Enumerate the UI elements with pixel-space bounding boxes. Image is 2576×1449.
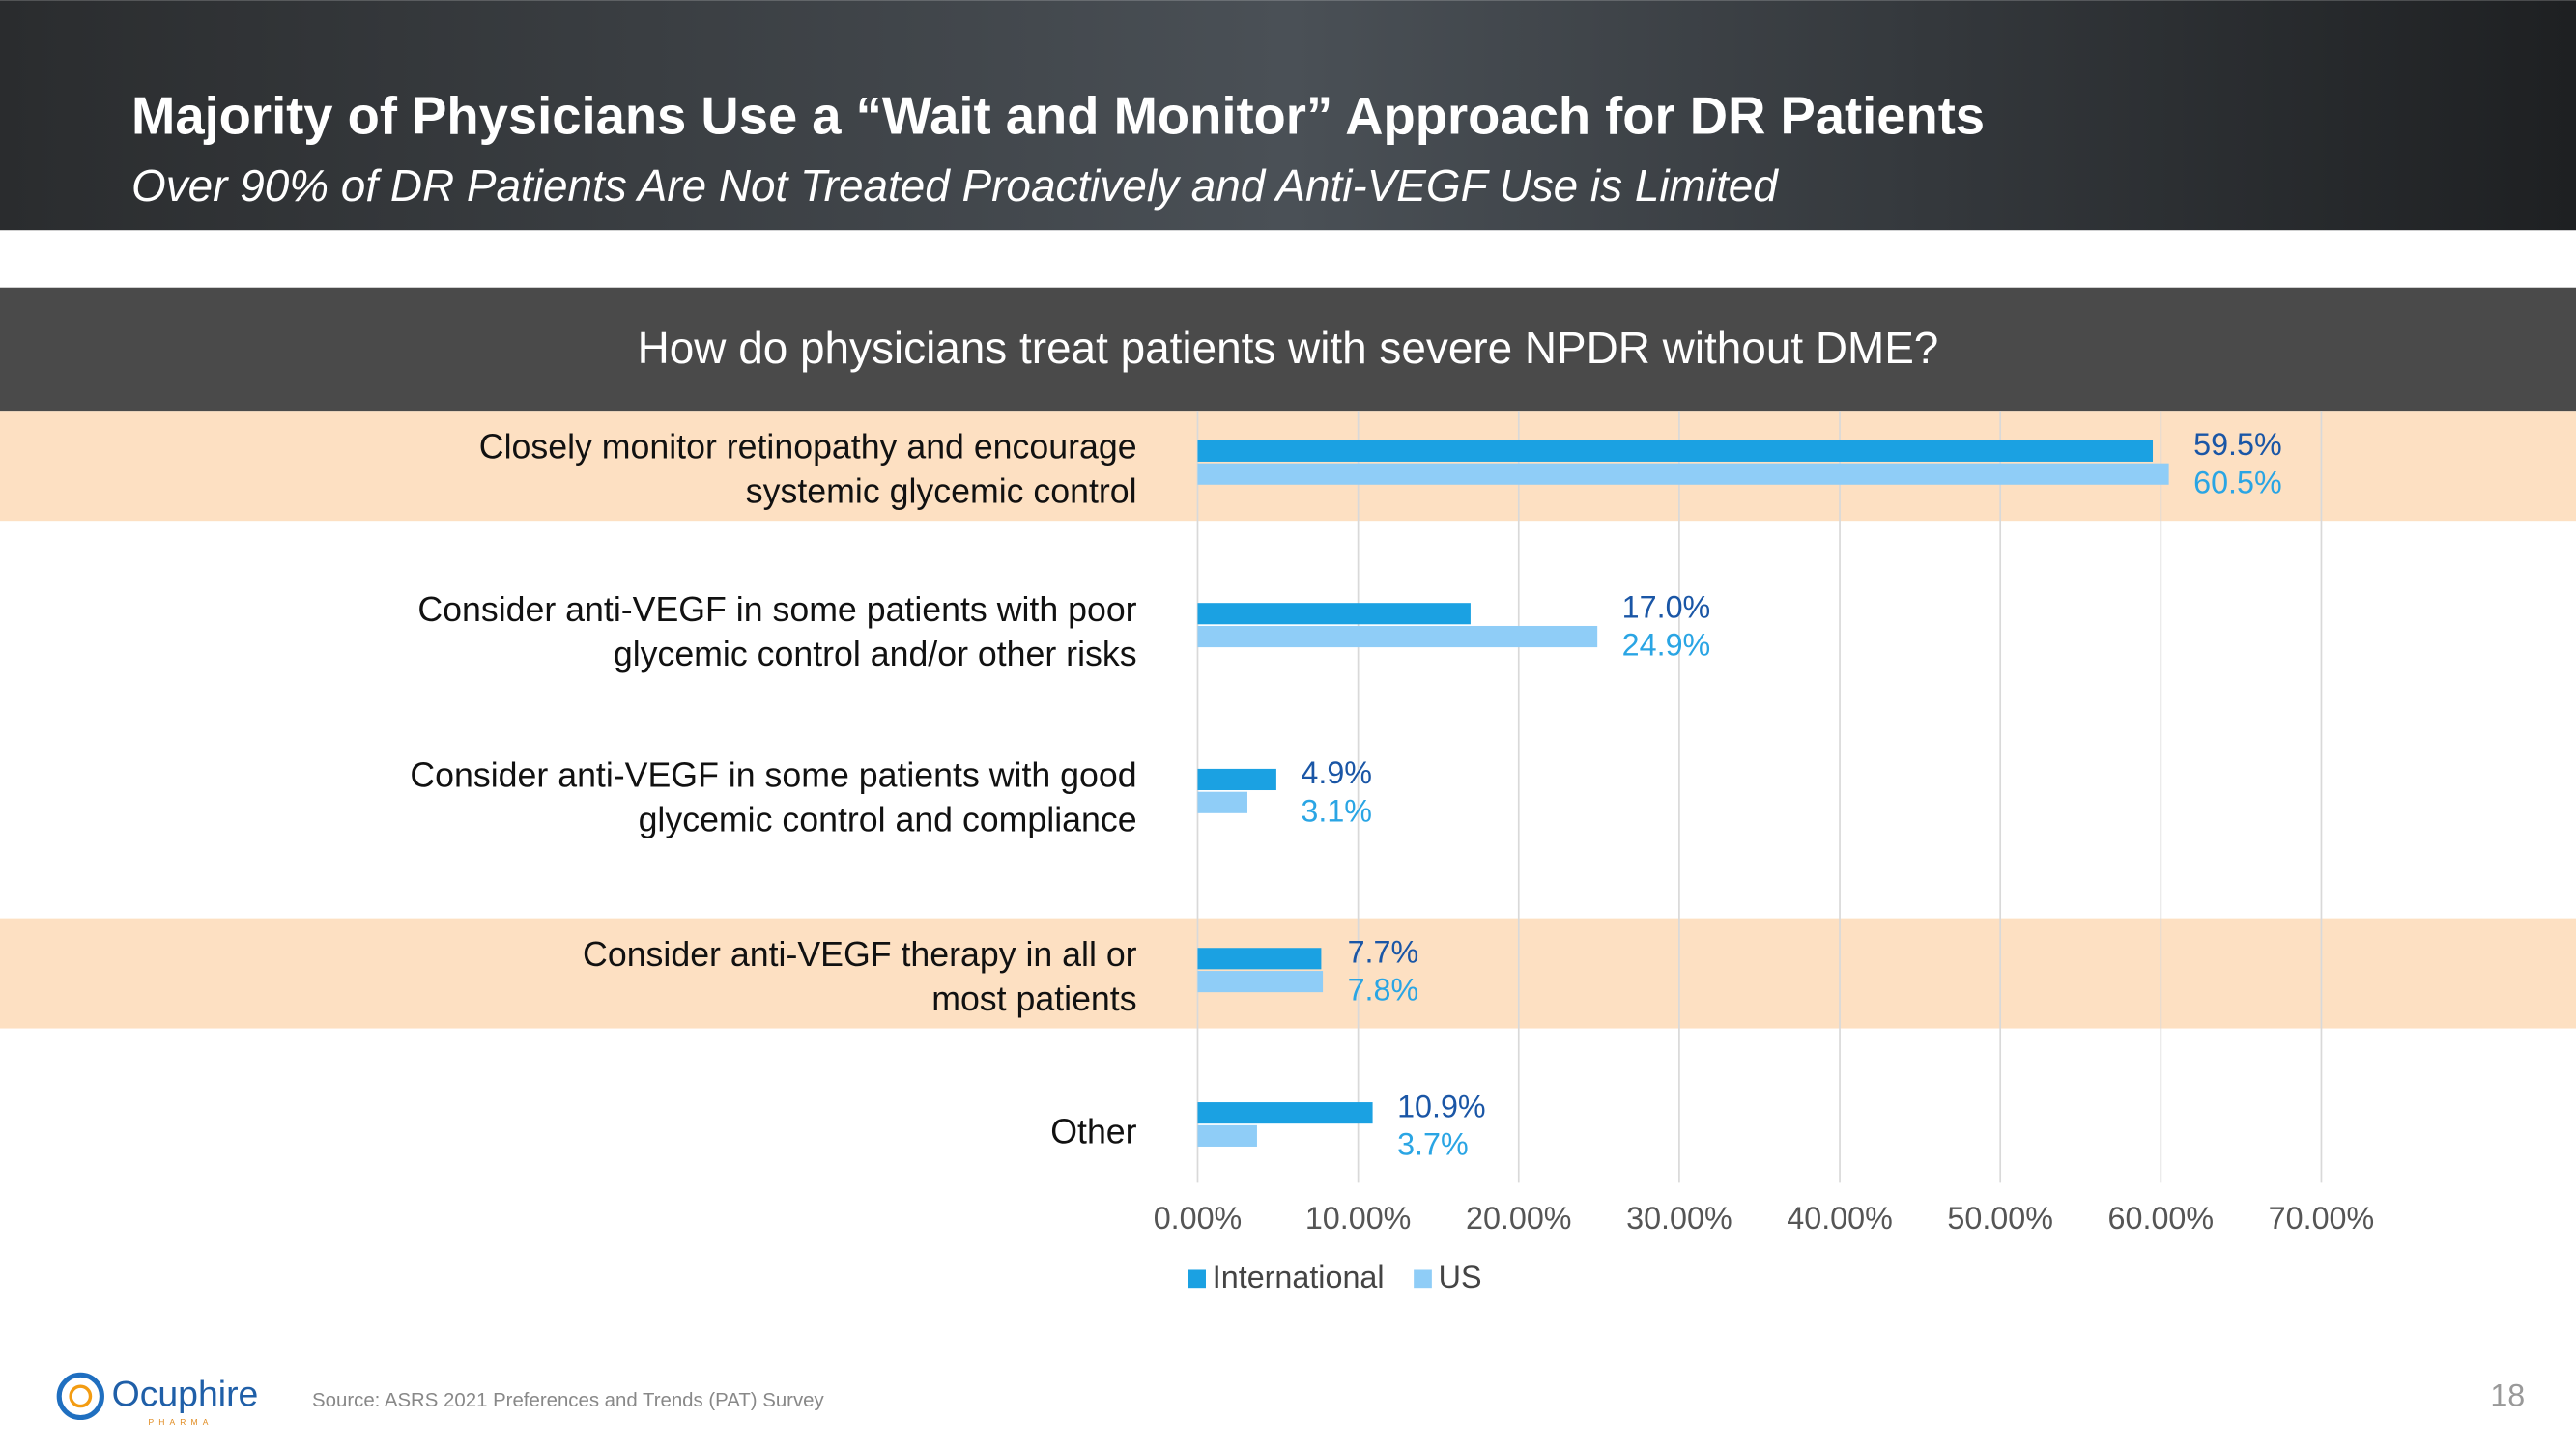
source-note: Source: ASRS 2021 Preferences and Trends…: [312, 1390, 824, 1411]
bar: [1197, 948, 1322, 970]
value-label: 17.0%: [1622, 590, 1711, 625]
slide-subtitle: Over 90% of DR Patients Are Not Treated …: [131, 160, 1779, 211]
bar: [1197, 603, 1471, 625]
x-tick-label: 30.00%: [1626, 1201, 1732, 1236]
bar: [1197, 440, 2154, 462]
category-label-box: Consider anti-VEGF in some patients with…: [364, 733, 1136, 865]
category-label: Other: [1050, 1113, 1137, 1151]
value-label: 7.7%: [1348, 935, 1419, 970]
value-label: 3.7%: [1397, 1126, 1469, 1161]
bar: [1197, 791, 1247, 813]
value-label: 4.9%: [1301, 755, 1372, 790]
value-label: 24.9%: [1622, 628, 1711, 663]
logo-subtext: PHARMA: [149, 1417, 214, 1427]
category-label: Closely monitor retinopathy and encourag…: [478, 428, 1137, 511]
x-tick-label: 20.00%: [1466, 1201, 1572, 1236]
page-number: 18: [2490, 1378, 2525, 1413]
category-label: Consider anti-VEGF in some patients with…: [410, 757, 1137, 840]
value-label: 60.5%: [2193, 465, 2282, 499]
category-label-wrap: Other: [364, 1066, 1136, 1198]
bar: [1197, 1124, 1257, 1147]
x-tick-label: 0.00%: [1154, 1201, 1243, 1236]
slide-title: Majority of Physicians Use a “Wait and M…: [131, 87, 1985, 146]
logo-text: Ocuphire: [112, 1373, 259, 1413]
x-tick-label: 40.00%: [1787, 1201, 1893, 1236]
legend-swatch: [1188, 1269, 1206, 1289]
category-label: Consider anti-VEGF therapy in all or mos…: [583, 936, 1137, 1019]
category-label-wrap: Consider anti-VEGF in some patients with…: [364, 567, 1136, 698]
logo-icon: [69, 1384, 93, 1408]
logo: Ocuphire PHARMA: [56, 1372, 259, 1427]
bar: [1197, 971, 1324, 993]
legend-label: International: [1213, 1260, 1385, 1294]
bar: [1197, 768, 1276, 791]
category-label-wrap: Consider anti-VEGF in some patients with…: [364, 733, 1136, 865]
value-label: 10.9%: [1397, 1089, 1486, 1123]
category-label-box: Closely monitor retinopathy and encourag…: [364, 404, 1137, 535]
category-label: Consider anti-VEGF in some patients with…: [417, 591, 1137, 674]
x-tick-label: 10.00%: [1305, 1201, 1412, 1236]
x-tick-label: 70.00%: [2269, 1201, 2375, 1236]
category-label-box: Other: [364, 1066, 1136, 1198]
logo-icon: [56, 1372, 104, 1421]
category-label-box: Consider anti-VEGF therapy in all or mos…: [545, 912, 1137, 1043]
question-band: [0, 287, 2576, 412]
category-label-box: Consider anti-VEGF in some patients with…: [364, 567, 1136, 698]
value-label: 7.8%: [1348, 973, 1419, 1008]
category-label-wrap: Consider anti-VEGF therapy in all or mos…: [545, 912, 1137, 1043]
bar: [1197, 1102, 1373, 1124]
chart-title: How do physicians treat patients with se…: [638, 323, 1939, 373]
category-label-wrap: Closely monitor retinopathy and encourag…: [364, 404, 1137, 535]
legend-label: US: [1439, 1260, 1482, 1294]
value-label: 3.1%: [1301, 793, 1372, 828]
x-tick-label: 50.00%: [1947, 1201, 2053, 1236]
header-background: [0, 0, 2576, 231]
bar: [1197, 463, 2169, 485]
bar: [1197, 625, 1598, 648]
value-label: 59.5%: [2193, 427, 2282, 462]
x-tick-label: 60.00%: [2108, 1201, 2215, 1236]
legend-swatch: [1414, 1269, 1432, 1289]
